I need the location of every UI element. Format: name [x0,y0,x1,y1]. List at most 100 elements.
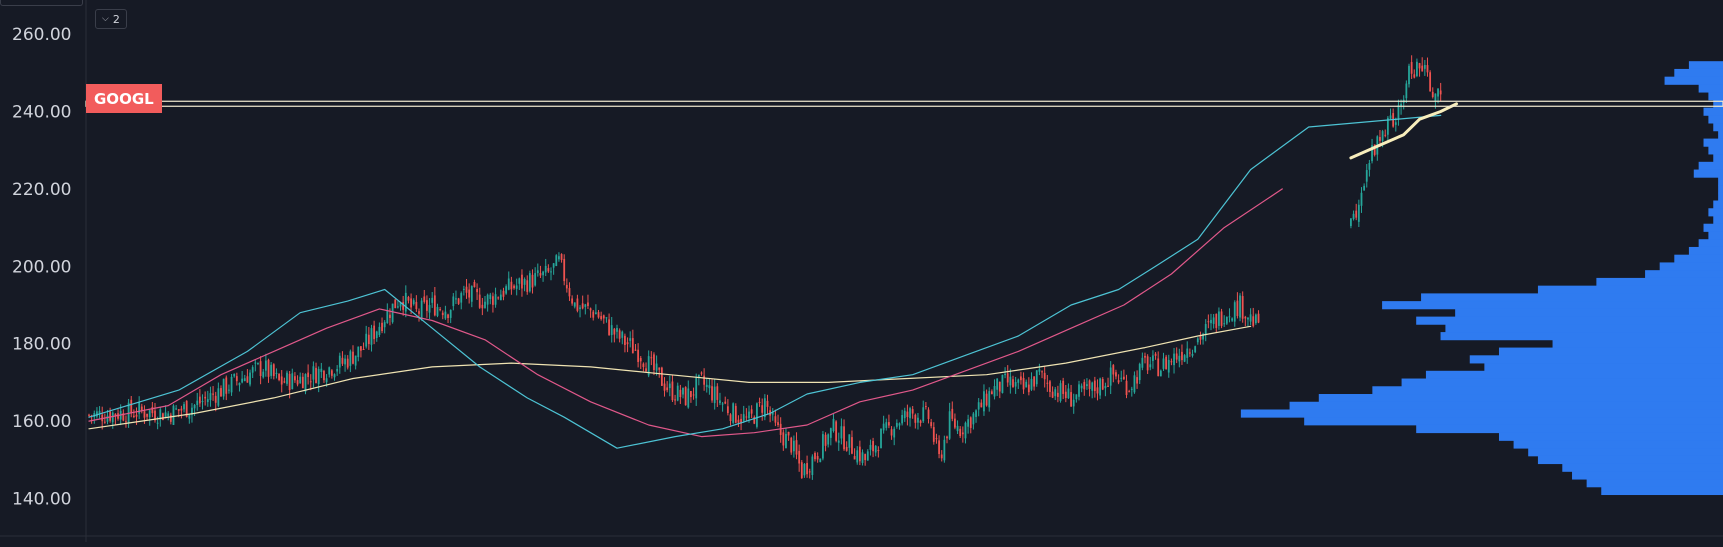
candle-up [183,404,185,410]
candle-up [901,415,904,424]
candle-up [230,376,233,393]
candle-down [645,368,647,372]
candle-down [1257,313,1260,323]
toolbar-button[interactable] [0,0,83,6]
candle-down [394,299,397,309]
candle-down [185,400,188,417]
volume-profile-bar [1498,347,1723,356]
candle-up [1357,204,1360,222]
candle-up [1400,103,1402,107]
candle-down [103,421,106,423]
candle-down [1117,380,1120,383]
candle-up [1191,353,1194,356]
candle-up [1167,359,1170,373]
candle-up [243,378,246,382]
candle-up [1159,370,1162,377]
candle-down [959,428,962,437]
volume-profile-bar [1708,146,1723,155]
vwap-line [1349,102,1458,160]
volume-profile-bar [1601,486,1723,496]
candle-up [507,278,510,290]
volume-profile-bar [1455,308,1723,318]
candle-down [1220,311,1223,326]
candle-down [961,432,964,435]
candle-down [777,422,779,426]
volume-profile-bar [1718,177,1723,186]
volume-profile-bar [1552,339,1723,348]
y-tick-label: 260.00 [12,25,71,45]
candle-up [106,415,109,422]
candle-up [856,450,859,463]
candle-down [362,349,365,351]
candle-up [222,378,225,397]
candle-down [352,351,354,364]
volume-profile-bar [1713,215,1723,225]
candle-up [1352,213,1355,220]
candle-up [1080,385,1083,389]
candle-up [1233,302,1236,322]
candle-up [629,338,632,341]
candle-down [492,296,494,305]
pane-collapse-button[interactable]: ⌵ 2 [95,9,127,29]
candle-down [658,367,661,370]
candle-up [460,293,463,303]
candle-up [164,412,167,418]
candle-down [423,296,426,302]
candle-down [151,407,154,414]
volume-profile-bar [1513,440,1723,449]
candle-up [1225,316,1228,324]
candle-down [346,358,349,368]
candle-up [1363,185,1366,191]
candle-down [851,437,853,454]
candle-down [835,421,838,441]
candle-up [241,378,244,383]
volume-profile-bar [1562,463,1723,472]
candle-down [927,409,930,419]
candle-down [288,373,291,391]
candle-down [1146,356,1149,371]
candle-up [354,355,357,366]
candle-up [404,292,407,312]
candle-up [217,388,220,406]
candle-up [1210,319,1212,324]
candle-up [917,417,919,423]
candle-down [824,434,827,446]
candle-up [1423,64,1426,69]
candle-down [938,440,940,455]
candle-up [869,444,872,450]
candle-down [468,289,471,298]
volume-profile-bar [1401,378,1723,387]
candle-down [624,335,626,345]
candle-down [410,298,412,308]
candle-up [299,376,302,384]
volume-profile-bar [1664,76,1723,85]
candle-down [109,411,112,421]
candle-down [307,372,310,378]
candle-down [1188,352,1191,354]
candle-up [518,278,521,284]
candle-up [505,286,508,294]
candle-up [837,440,840,443]
volume-profile-bar [1713,200,1723,209]
candle-up [763,398,766,418]
candle-down [125,421,127,423]
candle-down [162,413,164,421]
candle-down [294,376,296,381]
candle-down [576,298,579,311]
candle-down [1199,335,1202,340]
candle-down [761,405,764,413]
candle-down [911,409,914,414]
candle-down [439,309,442,311]
candle-down [919,420,922,423]
volume-profile-bar [1645,270,1723,279]
candle-up [159,409,162,420]
candle-up [304,374,307,392]
candle-down [1413,74,1416,78]
candle-up [254,362,257,364]
candle-down [663,383,666,391]
candle-up [286,372,288,384]
candle-up [1186,348,1189,358]
candle-up [705,384,708,387]
